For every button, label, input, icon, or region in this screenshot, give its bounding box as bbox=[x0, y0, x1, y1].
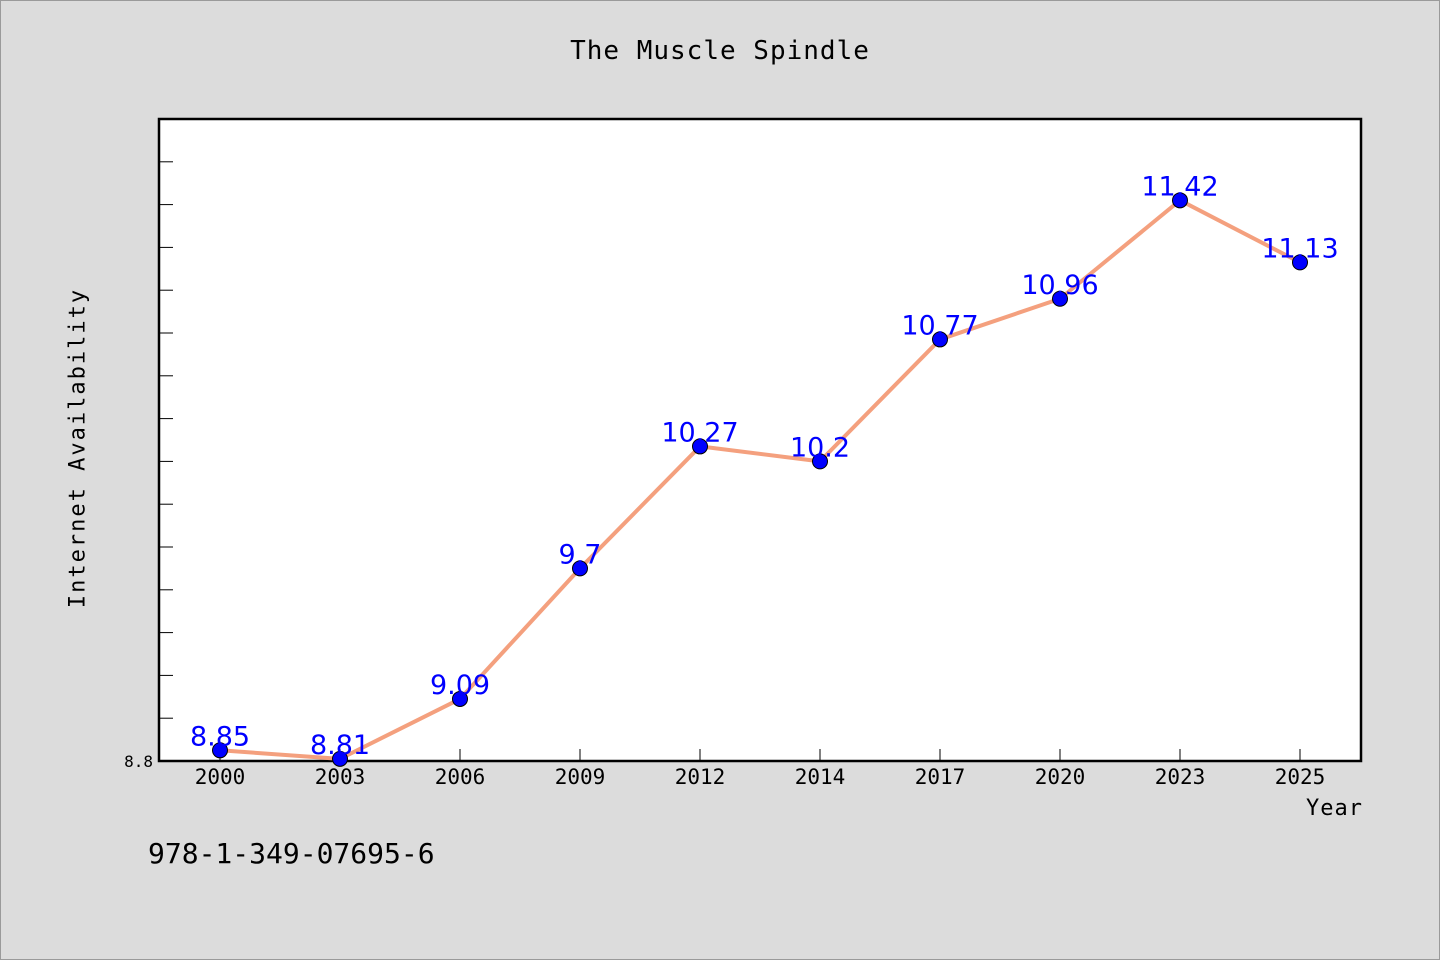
x-tick-label: 2023 bbox=[1155, 765, 1206, 789]
x-axis-label: Year bbox=[1306, 796, 1363, 821]
x-tick-label: 2020 bbox=[1035, 765, 1086, 789]
data-point bbox=[1172, 192, 1188, 209]
series-layer bbox=[212, 192, 1308, 767]
data-point bbox=[452, 690, 468, 707]
x-tick-label: 2012 bbox=[675, 765, 726, 789]
y-tick-label: 8.8 bbox=[124, 752, 153, 771]
plot-area bbox=[157, 117, 1363, 763]
data-point bbox=[572, 560, 588, 577]
series-line bbox=[218, 198, 1302, 761]
x-tick-label: 2014 bbox=[795, 765, 846, 789]
data-label: 10.2 bbox=[790, 432, 850, 463]
data-label: 9.09 bbox=[430, 670, 490, 701]
data-point bbox=[212, 742, 228, 759]
y-axis-ticks: 8.8 bbox=[124, 118, 173, 771]
data-label: 10.27 bbox=[661, 417, 738, 448]
data-point bbox=[812, 453, 828, 470]
data-point bbox=[332, 750, 348, 767]
chart-title: The Muscle Spindle bbox=[570, 36, 870, 66]
data-label: 10.77 bbox=[901, 310, 978, 341]
x-tick-label: 2003 bbox=[315, 765, 366, 789]
data-label: 8.81 bbox=[310, 730, 370, 761]
x-tick-label: 2025 bbox=[1275, 765, 1326, 789]
data-label: 10.96 bbox=[1021, 270, 1098, 301]
data-label-layer: 8.85 8.81 9.09 9.7 10.27 10.2 10.77 10.96 11.42 1… bbox=[190, 171, 1339, 761]
data-point bbox=[1052, 290, 1068, 307]
data-label: 8.85 bbox=[190, 721, 250, 752]
data-label: 9.7 bbox=[559, 539, 602, 570]
x-tick-label: 2006 bbox=[435, 765, 486, 789]
data-label: 11.42 bbox=[1141, 171, 1218, 202]
x-tick-label: 2017 bbox=[915, 765, 966, 789]
data-label: 11.13 bbox=[1261, 233, 1338, 264]
x-tick-label: 2009 bbox=[555, 765, 606, 789]
data-point bbox=[1292, 254, 1308, 271]
footer-identifier: 978-1-349-07695-6 bbox=[148, 837, 435, 870]
data-point bbox=[692, 438, 708, 455]
x-tick-label: 2000 bbox=[195, 765, 246, 789]
data-point bbox=[932, 331, 948, 348]
x-axis-ticks: 2000 2003 2006 2009 2012 2014 2017 2020 2023 2025 bbox=[195, 749, 1326, 789]
